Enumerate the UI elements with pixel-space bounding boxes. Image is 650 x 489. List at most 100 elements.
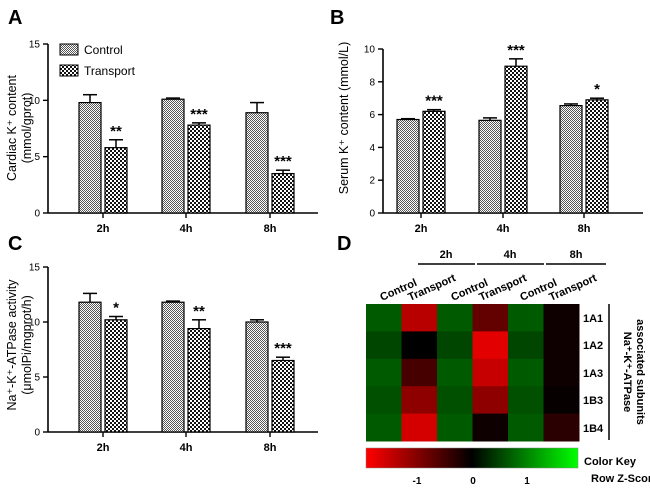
heatmap-cell-1A3-4 xyxy=(508,358,544,387)
heatmap-cell-1A3-0 xyxy=(366,358,402,387)
bar-control-8h xyxy=(559,104,583,214)
legend-swatch-control xyxy=(59,43,79,56)
heatmap-cell-1A3-2 xyxy=(437,358,473,387)
panel-letter-c: C xyxy=(8,233,22,255)
heatmap-cell-1A3-3 xyxy=(472,358,509,387)
y-tick-label: 0 xyxy=(34,428,40,439)
legend-swatch-transport xyxy=(59,64,79,77)
y-tick-label: 0 xyxy=(369,209,375,220)
side-label-line2: associated subunits xyxy=(634,319,646,425)
panel-letter-d: D xyxy=(337,233,351,255)
significance-marker-4h: *** xyxy=(507,42,525,59)
y-tick-label: 6 xyxy=(369,110,375,121)
row-label-1a3: 1A3 xyxy=(583,368,603,380)
x-tick-label: 8h xyxy=(264,442,277,454)
y-tick-label: 5 xyxy=(34,152,40,163)
significance-marker-4h: ** xyxy=(193,303,205,320)
y-tick-label: 8 xyxy=(369,77,375,88)
legend-label-transport: Transport xyxy=(84,64,136,78)
significance-marker-2h: * xyxy=(113,300,119,317)
heatmap-cell-1B4-5 xyxy=(543,413,580,442)
y-tick-label: 0 xyxy=(34,209,40,220)
y-tick-label: 5 xyxy=(34,373,40,384)
x-tick-label: 4h xyxy=(497,223,510,235)
heatmap-cell-1B4-0 xyxy=(366,413,402,442)
heatmap-cell-1B3-4 xyxy=(508,386,544,415)
significance-marker-2h: ** xyxy=(110,123,122,140)
heatmap-cell-1B4-2 xyxy=(437,413,473,442)
time-label-2h: 2h xyxy=(440,249,453,261)
bar-control-4h xyxy=(161,98,185,214)
z-tick-0: 0 xyxy=(470,476,476,487)
x-tick-label: 8h xyxy=(264,223,277,235)
heatmap-cell-1B3-2 xyxy=(437,386,473,415)
bar-control-2h xyxy=(78,301,102,433)
row-label-1a2: 1A2 xyxy=(583,340,603,352)
heatmap-cell-1B4-3 xyxy=(472,413,509,442)
z-score-label: Row Z-Score xyxy=(591,473,650,485)
y-axis-label-line1: Serum K⁺ content (mmol/L) xyxy=(337,42,351,194)
bar-control-2h xyxy=(78,101,102,214)
bar-transport-2h xyxy=(104,319,128,433)
time-label-8h: 8h xyxy=(570,249,583,261)
x-tick-label: 2h xyxy=(97,442,110,454)
heatmap-cell-1B3-0 xyxy=(366,386,402,415)
y-axis-label-line2: (μmolPi/mgprot/h) xyxy=(20,295,34,395)
bar-control-4h xyxy=(161,301,185,433)
bar-transport-8h xyxy=(271,359,295,433)
bar-transport-4h xyxy=(187,328,211,433)
y-axis-label-line2: (mmol/gprot) xyxy=(20,93,34,164)
x-tick-label: 2h xyxy=(415,223,428,235)
y-tick-label: 15 xyxy=(29,263,41,274)
chart-panel-b: Serum K⁺ content (mmol/L) 0 2 4 6 8 10 2h *** 4h… xyxy=(337,42,643,235)
z-tick-1: 1 xyxy=(524,476,530,487)
x-tick-label: 4h xyxy=(180,442,193,454)
y-tick-label: 10 xyxy=(29,318,41,329)
heatmap-cell-1A3-1 xyxy=(401,358,438,387)
panel-letter-a: A xyxy=(8,7,22,29)
heatmap-cell-1A1-5 xyxy=(543,304,580,332)
x-tick-label: 2h xyxy=(97,223,110,235)
heatmap-cell-1B4-1 xyxy=(401,413,438,442)
bar-transport-8h xyxy=(585,99,609,214)
panel-letter-b: B xyxy=(330,7,344,29)
significance-marker-8h: *** xyxy=(274,340,292,357)
y-tick-label: 15 xyxy=(29,40,41,51)
significance-marker-4h: *** xyxy=(190,106,208,123)
significance-marker-8h: *** xyxy=(274,153,292,170)
heatmap-cell-1A1-2 xyxy=(437,304,473,332)
legend-label-control: Control xyxy=(84,43,123,57)
color-key-label: Color Key xyxy=(584,456,637,468)
color-key-bar xyxy=(365,447,579,469)
heatmap-cell-1A3-5 xyxy=(543,358,580,387)
bar-transport-2h xyxy=(104,147,128,214)
heatmap-cell-1B4-4 xyxy=(508,413,544,442)
row-label-1b4: 1B4 xyxy=(583,423,604,435)
bar-transport-4h xyxy=(504,65,528,214)
row-label-1a1: 1A1 xyxy=(583,313,603,325)
bar-control-8h xyxy=(245,112,269,214)
x-tick-label: 4h xyxy=(180,223,193,235)
heatmap-cell-1A2-0 xyxy=(366,331,402,360)
y-axis-label-line1: Cardiac K⁺ content xyxy=(5,75,19,181)
row-label-1b3: 1B3 xyxy=(583,395,603,407)
bar-transport-4h xyxy=(187,124,211,214)
z-tick-minus1: -1 xyxy=(413,476,422,487)
heatmap-cell-1A1-3 xyxy=(472,304,509,332)
bar-transport-2h xyxy=(422,110,446,214)
side-label-line1: Na⁺-K⁺-ATPase xyxy=(621,332,633,412)
heatmap-cell-1A2-3 xyxy=(472,331,509,360)
y-tick-label: 10 xyxy=(364,45,376,56)
heatmap-cell-1A1-4 xyxy=(508,304,544,332)
y-tick-label: 4 xyxy=(369,143,375,154)
heatmap-cell-1A2-2 xyxy=(437,331,473,360)
bar-control-8h xyxy=(245,321,269,433)
significance-marker-2h: *** xyxy=(425,93,443,110)
bar-transport-8h xyxy=(271,172,295,214)
significance-marker-8h: * xyxy=(594,81,600,98)
heatmap-cell-1A2-5 xyxy=(543,331,580,360)
heatmap-panel-d: 2h 4h 8h Control Transport Control Trans… xyxy=(365,249,650,487)
chart-panel-c: Na⁺-K⁺-ATPase activity (μmolPi/mgprot/h)… xyxy=(5,263,318,454)
heatmap-cell-1A1-0 xyxy=(366,304,402,332)
x-tick-label: 8h xyxy=(578,223,591,235)
